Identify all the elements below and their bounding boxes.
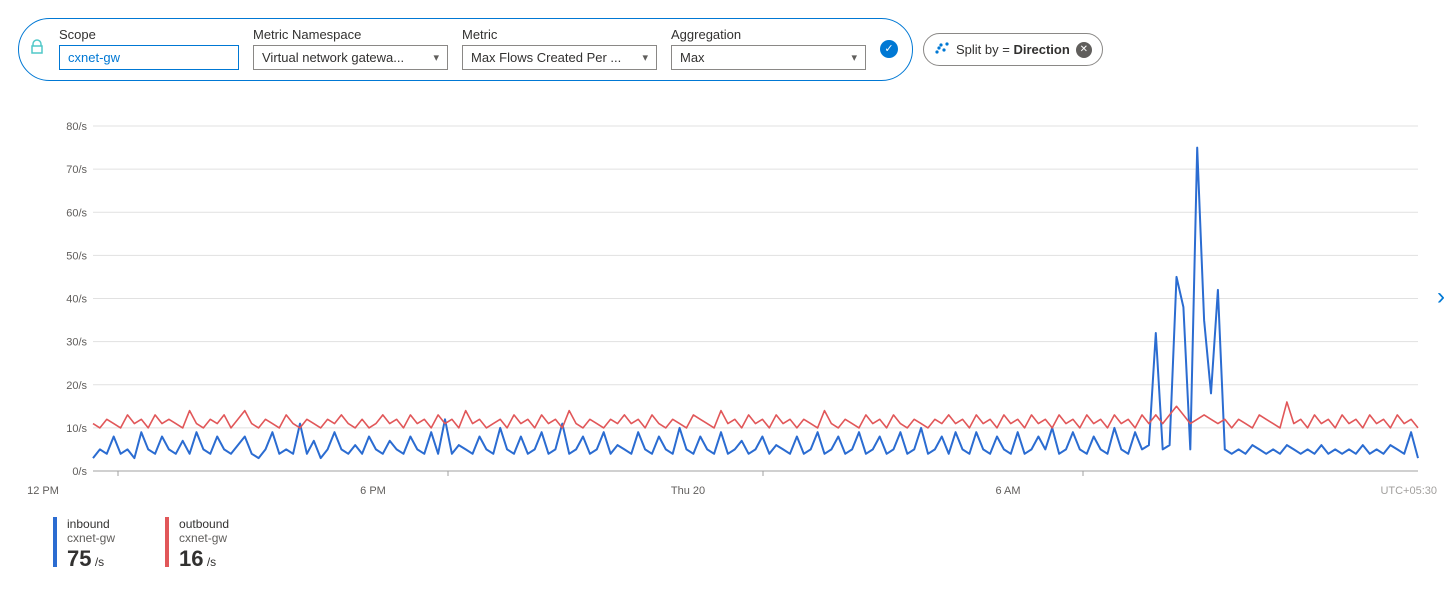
chevron-down-icon: ▾ xyxy=(642,51,648,64)
metric-label: Metric xyxy=(462,27,657,42)
legend-color-bar xyxy=(53,517,57,567)
split-by-text: Split by = Direction xyxy=(956,42,1070,57)
x-tick-label: 12 PM xyxy=(27,485,59,497)
namespace-label: Metric Namespace xyxy=(253,27,448,42)
legend-color-bar xyxy=(165,517,169,567)
legend-series-value: 16 /s xyxy=(179,546,229,572)
metrics-chart: 0/s 10/s 20/s 30/s 40/s 50/s 60/s 70/s 80/s xyxy=(18,121,1428,481)
legend-series-name: outbound xyxy=(179,517,229,531)
metric-filter-pill: Scope cxnet-gw Metric Namespace Virtual … xyxy=(18,18,913,81)
scatter-icon xyxy=(934,40,950,59)
confirm-check-icon[interactable]: ✓ xyxy=(880,40,898,58)
aggregation-value: Max xyxy=(680,50,705,65)
svg-text:0/s: 0/s xyxy=(72,466,87,478)
legend-series-sub: cxnet-gw xyxy=(67,531,115,545)
legend-series-name: inbound xyxy=(67,517,115,531)
aggregation-label: Aggregation xyxy=(671,27,866,42)
legend-series-value: 75 /s xyxy=(67,546,115,572)
svg-text:30/s: 30/s xyxy=(66,337,87,349)
svg-text:40/s: 40/s xyxy=(66,294,87,306)
metric-value: Max Flows Created Per ... xyxy=(471,50,621,65)
namespace-value: Virtual network gatewa... xyxy=(262,50,404,65)
next-arrow[interactable]: › xyxy=(1437,283,1445,311)
svg-text:20/s: 20/s xyxy=(66,380,87,392)
timezone-label: UTC+05:30 xyxy=(1380,485,1437,497)
namespace-select[interactable]: Virtual network gatewa... ▾ xyxy=(253,45,448,70)
scope-value: cxnet-gw xyxy=(68,50,120,65)
legend-item[interactable]: outboundcxnet-gw16 /s xyxy=(165,517,229,572)
metric-select[interactable]: Max Flows Created Per ... ▾ xyxy=(462,45,657,70)
svg-text:70/s: 70/s xyxy=(66,164,87,176)
x-tick-label: 6 AM xyxy=(995,485,1020,497)
svg-text:50/s: 50/s xyxy=(66,250,87,262)
x-tick-label: 6 PM xyxy=(360,485,386,497)
svg-text:80/s: 80/s xyxy=(66,121,87,133)
chevron-down-icon: ▾ xyxy=(851,51,857,64)
legend-series-sub: cxnet-gw xyxy=(179,531,229,545)
aggregation-select[interactable]: Max ▾ xyxy=(671,45,866,70)
chevron-down-icon: ▾ xyxy=(433,51,439,64)
x-tick-label: Thu 20 xyxy=(671,485,705,497)
scope-label: Scope xyxy=(59,27,239,42)
svg-text:60/s: 60/s xyxy=(66,207,87,219)
close-icon[interactable]: ✕ xyxy=(1076,42,1092,58)
svg-text:10/s: 10/s xyxy=(66,423,87,435)
scope-select[interactable]: cxnet-gw xyxy=(59,45,239,70)
legend-item[interactable]: inboundcxnet-gw75 /s xyxy=(53,517,115,572)
lock-icon xyxy=(29,39,45,58)
split-by-pill[interactable]: Split by = Direction ✕ xyxy=(923,33,1103,66)
